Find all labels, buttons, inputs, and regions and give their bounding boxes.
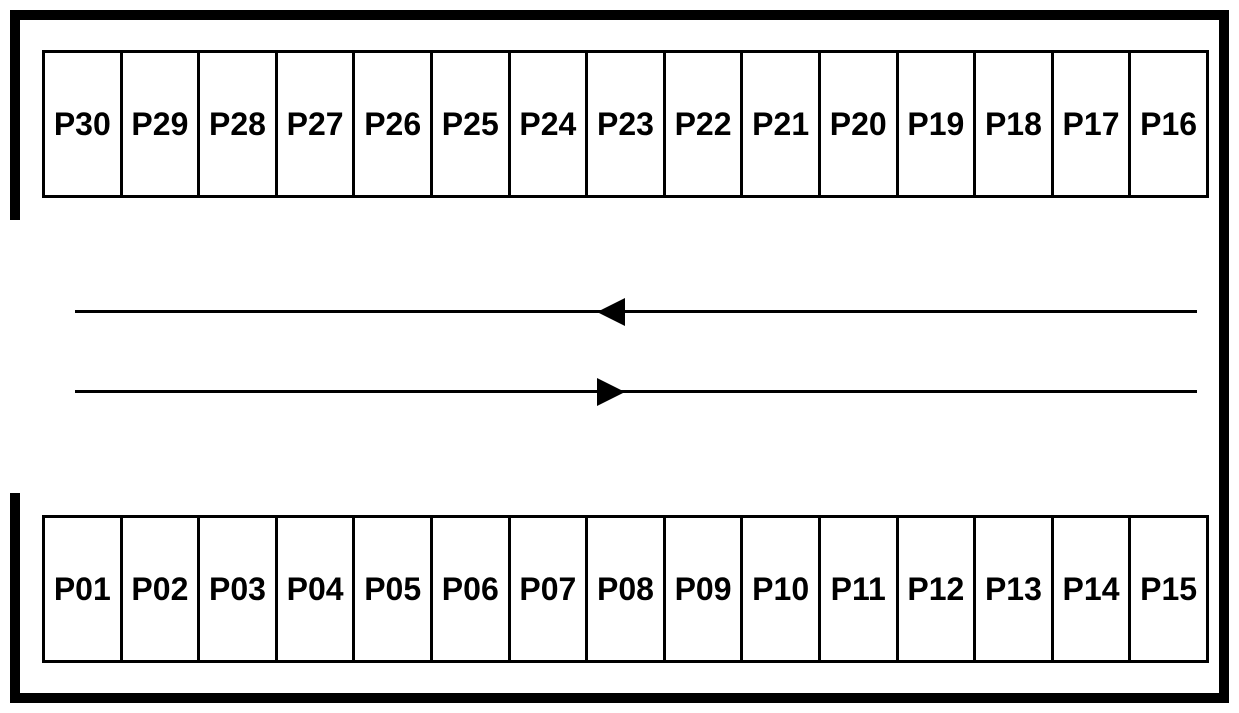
parking-cell: P11 (818, 515, 896, 663)
parking-cell: P22 (663, 50, 741, 198)
parking-cell: P17 (1051, 50, 1129, 198)
parking-cell: P24 (508, 50, 586, 198)
flow-arrow-top-line (75, 310, 1197, 313)
arrowhead-right-icon (597, 378, 625, 406)
parking-row-top: P30 P29 P28 P27 P26 P25 P24 P23 P22 P21 … (42, 50, 1209, 198)
arrowhead-left-icon (597, 298, 625, 326)
parking-cell: P23 (585, 50, 663, 198)
parking-cell: P28 (197, 50, 275, 198)
parking-cell: P01 (42, 515, 120, 663)
parking-cell: P06 (430, 515, 508, 663)
parking-cell: P04 (275, 515, 353, 663)
parking-cell: P18 (973, 50, 1051, 198)
parking-cell: P21 (740, 50, 818, 198)
parking-cell: P25 (430, 50, 508, 198)
parking-cell: P30 (42, 50, 120, 198)
parking-cell: P14 (1051, 515, 1129, 663)
left-border-segment-bottom (10, 493, 20, 703)
parking-cell: P09 (663, 515, 741, 663)
parking-cell: P26 (352, 50, 430, 198)
parking-cell: P12 (896, 515, 974, 663)
parking-cell: P19 (896, 50, 974, 198)
parking-cell: P07 (508, 515, 586, 663)
flow-arrow-bottom-line (75, 390, 1197, 393)
parking-cell: P13 (973, 515, 1051, 663)
parking-cell: P16 (1128, 50, 1209, 198)
parking-cell: P27 (275, 50, 353, 198)
parking-cell: P20 (818, 50, 896, 198)
parking-cell: P10 (740, 515, 818, 663)
parking-row-bottom: P01 P02 P03 P04 P05 P06 P07 P08 P09 P10 … (42, 515, 1209, 663)
parking-cell: P02 (120, 515, 198, 663)
parking-cell: P29 (120, 50, 198, 198)
left-border-segment-top (10, 10, 20, 220)
parking-cell: P05 (352, 515, 430, 663)
parking-cell: P08 (585, 515, 663, 663)
parking-cell: P03 (197, 515, 275, 663)
parking-cell: P15 (1128, 515, 1209, 663)
